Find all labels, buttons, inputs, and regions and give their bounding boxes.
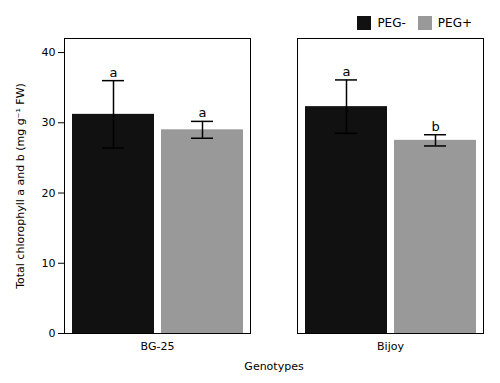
- svg-text:0: 0: [49, 327, 56, 340]
- svg-text:a: a: [343, 64, 351, 79]
- svg-text:10: 10: [42, 257, 56, 270]
- svg-text:a: a: [199, 105, 207, 120]
- svg-text:a: a: [110, 65, 118, 80]
- html-text:PEG+: PEG+: [437, 15, 472, 30]
- svg-text:Genotypes: Genotypes: [244, 360, 304, 373]
- svg-text:b: b: [431, 119, 439, 134]
- svg-text:BG-25: BG-25: [141, 340, 175, 353]
- svg-text:Bijoy: Bijoy: [377, 340, 404, 353]
- svg-text:30: 30: [42, 116, 56, 129]
- svg-text:20: 20: [42, 187, 56, 200]
- svg-text:40: 40: [42, 46, 56, 59]
- svg-text:Total chlorophyll a and b (mg: Total chlorophyll a and b (mg g⁻¹ FW): [14, 83, 27, 290]
- html-text:PEG-: PEG-: [377, 15, 406, 30]
